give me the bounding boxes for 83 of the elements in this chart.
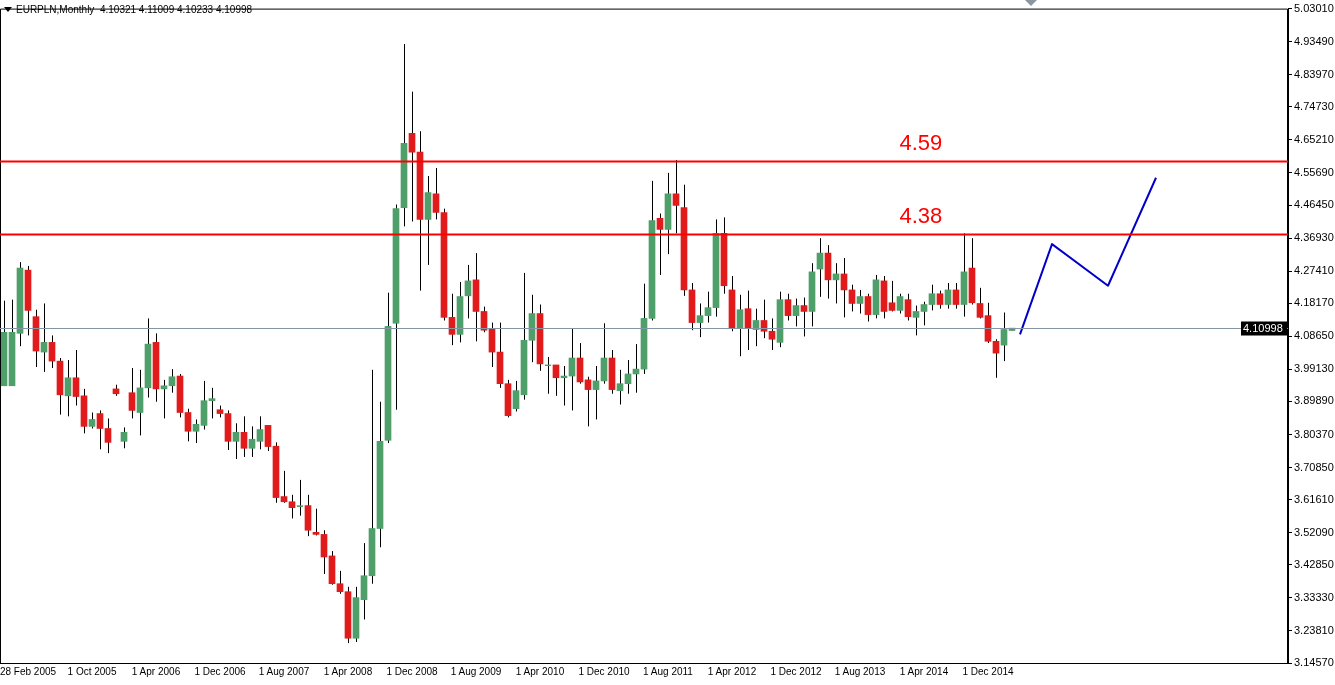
y-tick-label: 5.03010: [1294, 1, 1334, 14]
candlestick: [512, 380, 520, 412]
x-tick-label: 1 Apr 2014: [899, 665, 949, 677]
candlestick: [864, 293, 872, 323]
candlestick: [696, 302, 704, 338]
ref-line-label: 4.10998: [1243, 321, 1283, 334]
x-tick-label: 1 Apr 2006: [131, 665, 181, 677]
x-tick-label: 1 Dec 2010: [578, 665, 631, 677]
candlestick: [792, 298, 800, 327]
candlestick: [184, 408, 192, 442]
y-tick-label: 3.52090: [1294, 525, 1334, 538]
candlestick: [288, 494, 296, 519]
candlestick: [544, 356, 552, 395]
x-tick-label: 1 Dec 2012: [770, 665, 823, 677]
y-tick-label: 4.74730: [1294, 99, 1334, 112]
candlestick: [256, 415, 264, 450]
candlestick: [280, 470, 288, 504]
candlestick: [928, 284, 936, 311]
candlestick: [240, 415, 248, 458]
x-tick-label: 1 Oct 2005: [67, 665, 117, 677]
y-tick-label: 3.23810: [1294, 623, 1334, 636]
x-tick-label: 1 Dec 2006: [194, 665, 247, 677]
x-tick-label: 1 Apr 2008: [323, 665, 373, 677]
candlestick: [248, 425, 256, 458]
candlestick: [104, 417, 112, 454]
candlestick: [64, 359, 72, 417]
y-tick-label: 3.89890: [1294, 394, 1334, 407]
candlestick: [888, 280, 896, 312]
candlestick: [656, 213, 664, 276]
x-tick-label: 1 Apr 2010: [515, 665, 565, 677]
y-tick-label: 4.93490: [1294, 34, 1334, 47]
candlestick: [192, 418, 200, 444]
candlestick: [904, 293, 912, 321]
candlestick: [96, 409, 104, 450]
candlestick: [72, 349, 80, 407]
y-tick-label: 4.65210: [1294, 132, 1334, 145]
y-tick-label: 3.61610: [1294, 492, 1334, 505]
candlestick: [704, 291, 712, 324]
candlestick: [128, 367, 136, 419]
y-tick-label: 3.70850: [1294, 460, 1334, 473]
x-tick-label: 1 Dec 2014: [962, 665, 1015, 677]
x-tick-label: 1 Aug 2009: [450, 665, 502, 677]
y-tick-label: 3.14570: [1294, 656, 1334, 669]
candlestick: [784, 293, 792, 321]
y-tick-label: 4.08650: [1294, 329, 1334, 342]
x-tick-label: 1 Apr 2012: [707, 665, 757, 677]
candlestick: [920, 301, 928, 326]
candlestick: [896, 293, 904, 315]
candlestick: [976, 287, 984, 319]
candlestick: [856, 289, 864, 315]
candlestick: [336, 570, 344, 595]
candlestick: [768, 317, 776, 351]
candlestick: [264, 424, 272, 452]
annotation: 4.38: [899, 203, 943, 229]
candlestick: [936, 290, 944, 310]
x-tick-label: 28 Feb 2005: [0, 665, 57, 677]
y-tick-label: 3.99130: [1294, 362, 1334, 375]
y-tick-label: 4.83970: [1294, 67, 1334, 80]
candlestick: [616, 369, 624, 406]
x-tick-label: 1 Aug 2011: [643, 665, 694, 677]
candlestick: [312, 508, 320, 536]
candlestick: [232, 422, 240, 460]
x-tick-label: 1 Dec 2008: [386, 665, 439, 677]
y-tick-label: 4.55690: [1294, 165, 1334, 178]
candlestick: [296, 479, 304, 517]
candlestick: [208, 387, 216, 419]
y-tick-label: 3.33330: [1294, 590, 1334, 603]
y-tick-label: 4.27410: [1294, 264, 1334, 277]
candlestick: [912, 305, 920, 336]
candlestick: [160, 379, 168, 419]
candlestick: [800, 297, 808, 337]
candlestick: [120, 426, 128, 449]
candlestick: [432, 167, 440, 220]
x-tick-label: 1 Aug 2007: [258, 665, 310, 677]
y-tick-label: 3.80370: [1294, 427, 1334, 440]
annotation: 4.59: [899, 130, 943, 156]
candlestick: [672, 159, 680, 234]
y-tick-label: 4.18170: [1294, 296, 1334, 309]
y-tick-label: 4.46450: [1294, 198, 1334, 211]
y-tick-label: 3.42850: [1294, 557, 1334, 570]
candlestick: [168, 368, 176, 394]
y-tick-label: 4.36930: [1294, 231, 1334, 244]
x-tick-label: 1 Aug 2013: [834, 665, 886, 677]
